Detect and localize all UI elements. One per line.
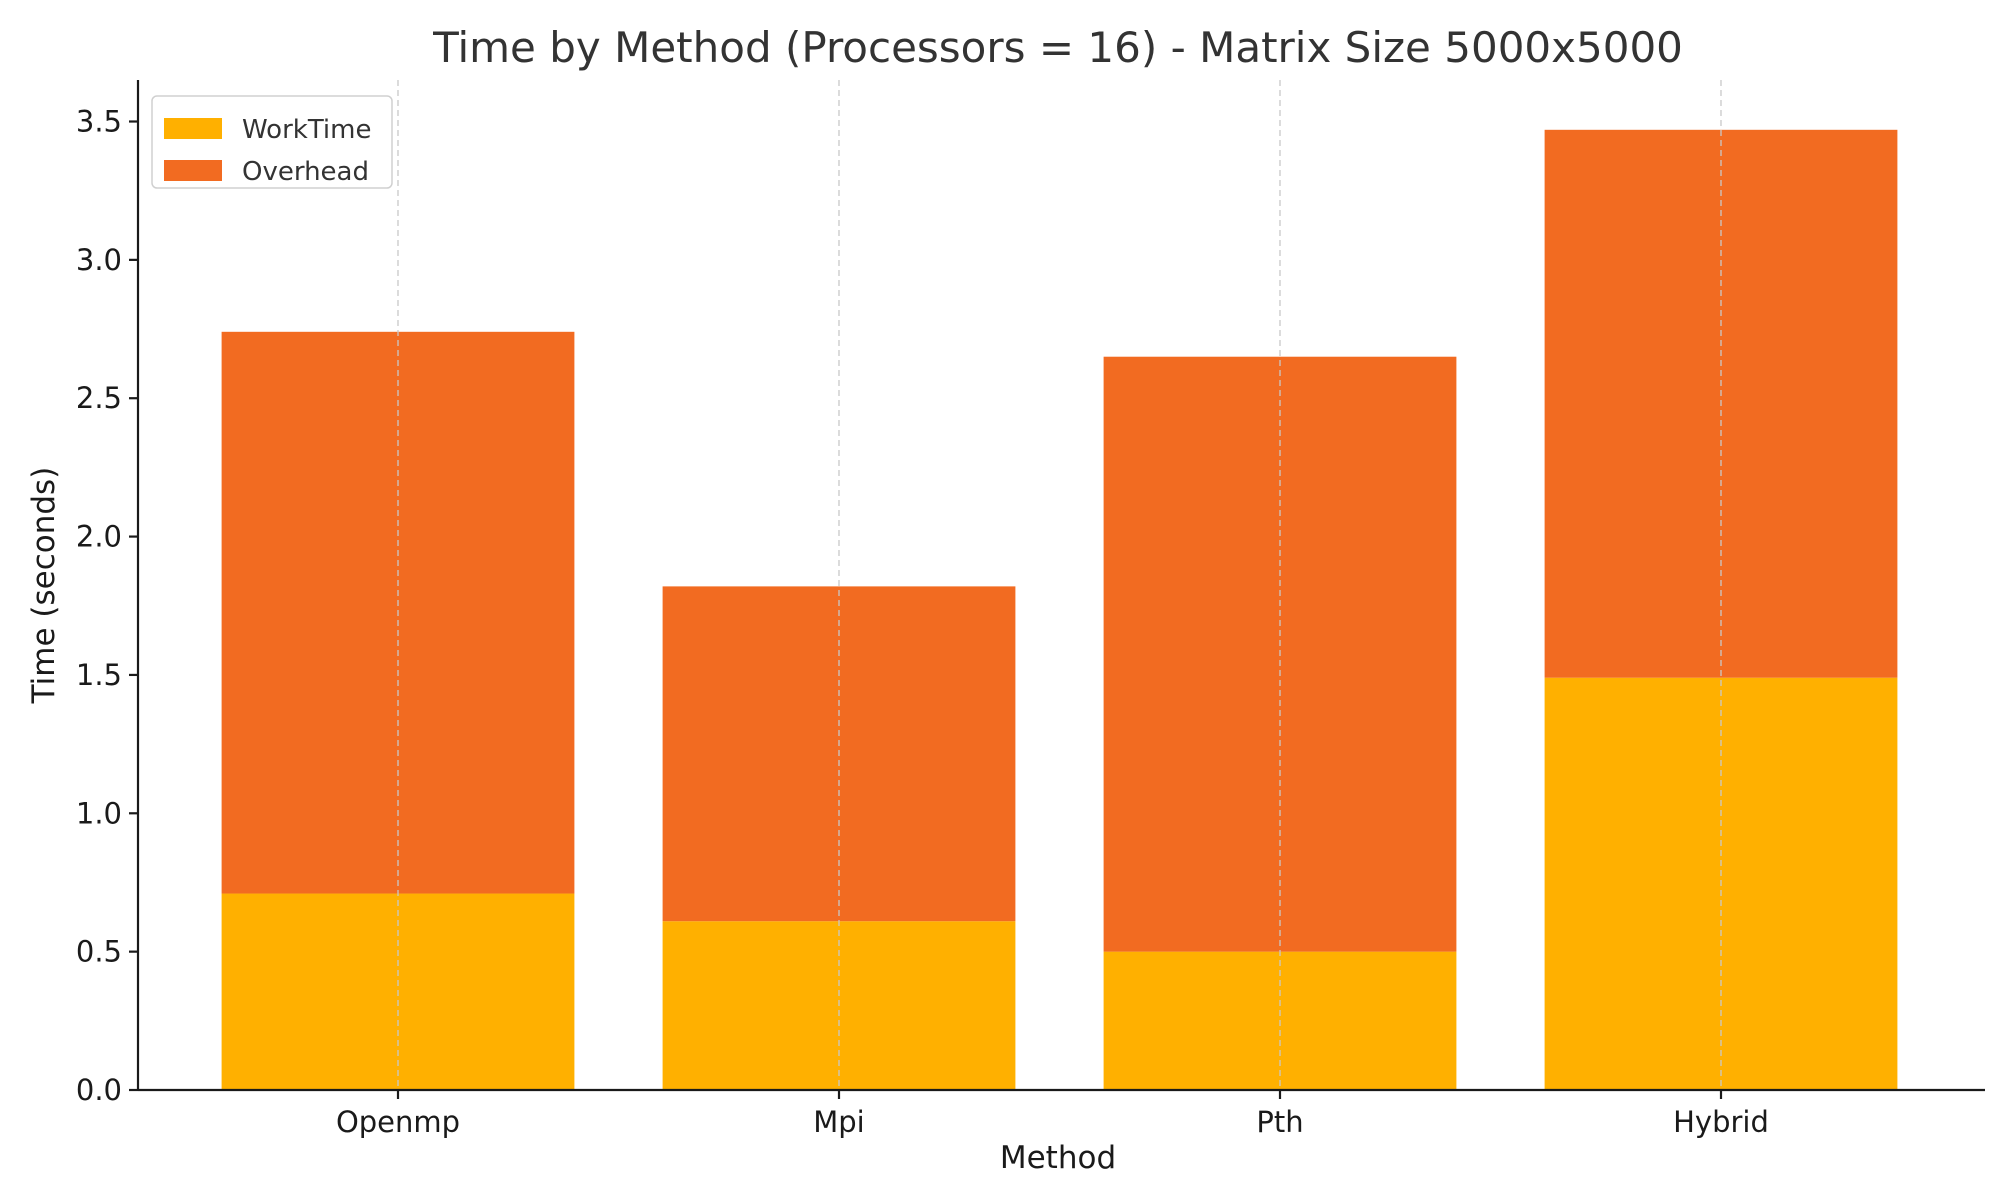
x-tick-label: Pth [1256, 1105, 1303, 1139]
legend-label-worktime: WorkTime [242, 115, 371, 145]
legend-swatch-worktime [164, 118, 222, 139]
y-axis-label: Time (seconds) [26, 467, 62, 705]
y-tick-label: 1.5 [76, 658, 122, 692]
bars [221, 80, 1898, 1090]
x-tick-label: Hybrid [1673, 1105, 1769, 1139]
y-tick-label: 2.5 [76, 381, 122, 415]
legend: WorkTime Overhead [151, 95, 393, 189]
y-tick-label: 0.0 [76, 1073, 122, 1107]
legend-label-overhead: Overhead [242, 157, 369, 187]
chart-title: Time by Method (Processors = 16) - Matri… [432, 23, 1683, 72]
x-tick-label: Openmp [336, 1105, 460, 1139]
y-tick-label: 3.5 [76, 105, 122, 139]
x-axis-label: Method [1000, 1140, 1116, 1176]
x-tick-label: Mpi [813, 1105, 865, 1139]
legend-swatch-overhead [164, 160, 222, 181]
y-tick-label: 0.5 [76, 935, 122, 969]
y-tick-label: 1.0 [76, 796, 122, 830]
axes [136, 80, 1985, 1092]
tick-labels: 0.0 0.5 1.0 1.5 2.0 2.5 3.0 3.5 Openmp Mpi Pth Hybr… [76, 105, 1769, 1139]
y-tick-label: 3.0 [76, 243, 122, 277]
y-tick-label: 2.0 [76, 520, 122, 554]
